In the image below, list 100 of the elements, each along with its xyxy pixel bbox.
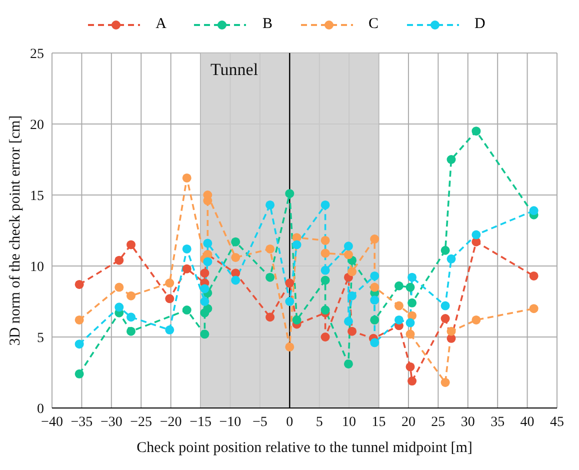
x-tick-label: −25 <box>130 414 152 430</box>
legend-label: C <box>368 16 379 33</box>
point <box>446 155 456 164</box>
point <box>74 369 84 378</box>
x-tick-label: 45 <box>550 414 564 430</box>
point <box>320 200 330 210</box>
point <box>320 248 330 258</box>
y-tick-label: 0 <box>37 402 44 417</box>
y-tick-label: 5 <box>37 330 44 346</box>
point <box>370 296 380 305</box>
point <box>165 278 174 288</box>
point <box>320 276 330 285</box>
point <box>406 330 415 339</box>
point <box>440 301 450 310</box>
x-tick-label: 0 <box>286 414 294 430</box>
point <box>203 238 212 248</box>
point <box>231 237 240 246</box>
point <box>472 315 481 324</box>
x-tick-label: −35 <box>70 414 93 430</box>
point <box>266 312 275 322</box>
point <box>370 338 380 348</box>
point <box>344 359 353 368</box>
legend-label: B <box>262 16 272 33</box>
point <box>370 282 380 292</box>
y-axis-title: 3D norm of the check point error [cm] <box>7 115 24 346</box>
point <box>126 240 136 250</box>
point <box>200 330 210 339</box>
point <box>292 315 302 324</box>
point <box>408 376 417 386</box>
x-tick-label: 15 <box>372 414 386 430</box>
point <box>472 126 481 136</box>
point <box>203 304 212 314</box>
point <box>285 342 294 352</box>
point <box>165 325 174 334</box>
point <box>408 298 417 308</box>
x-tick-label: 40 <box>520 414 534 430</box>
x-tick-label: 25 <box>431 414 446 430</box>
x-tick-label: −5 <box>252 414 268 430</box>
point <box>348 326 357 336</box>
point <box>394 301 404 310</box>
x-tick-label: 30 <box>460 414 475 430</box>
point <box>182 244 192 254</box>
point <box>348 267 357 276</box>
point <box>114 256 124 265</box>
point <box>344 316 353 326</box>
x-tick-label: 35 <box>490 414 505 430</box>
point <box>200 284 210 294</box>
point <box>370 315 380 324</box>
point <box>292 240 302 250</box>
y-tick-label: 25 <box>30 46 44 62</box>
point <box>231 276 240 285</box>
point <box>200 268 210 278</box>
x-tick-label: 5 <box>316 414 323 430</box>
y-tick-label: 10 <box>30 260 44 275</box>
point <box>200 297 210 306</box>
point <box>114 282 124 292</box>
point <box>529 271 538 280</box>
point <box>285 297 294 306</box>
point <box>408 272 417 282</box>
y-tick-label: 20 <box>30 118 44 133</box>
point <box>320 266 330 275</box>
point <box>266 200 275 210</box>
point <box>406 282 415 292</box>
x-tick-label: −30 <box>100 414 122 430</box>
legend-label: A <box>156 16 166 33</box>
point <box>408 311 417 320</box>
point <box>348 291 357 300</box>
point <box>344 250 353 260</box>
point <box>126 312 136 322</box>
point <box>114 302 124 312</box>
x-tick-label: −20 <box>160 414 182 430</box>
point <box>394 315 404 324</box>
point <box>182 264 192 274</box>
point <box>182 306 192 315</box>
point <box>165 294 174 304</box>
x-tick-label: −15 <box>190 414 212 430</box>
point <box>285 278 294 288</box>
point <box>370 271 380 280</box>
point <box>440 378 450 387</box>
y-tick-label: 15 <box>30 188 44 204</box>
x-tick-label: 20 <box>401 414 416 430</box>
point <box>446 326 456 336</box>
point <box>320 332 330 342</box>
point <box>529 206 538 216</box>
point <box>266 272 275 282</box>
point <box>320 306 330 315</box>
point <box>406 362 415 372</box>
point <box>370 234 380 244</box>
x-tick-label: 10 <box>342 414 356 430</box>
point <box>529 304 538 314</box>
point <box>203 257 212 266</box>
point <box>440 314 450 324</box>
point <box>394 281 404 290</box>
point <box>440 246 450 255</box>
point <box>472 230 481 240</box>
point <box>446 254 456 264</box>
point <box>126 326 136 336</box>
band-label: Tunnel <box>210 60 258 80</box>
point <box>74 280 84 289</box>
point <box>126 291 136 300</box>
